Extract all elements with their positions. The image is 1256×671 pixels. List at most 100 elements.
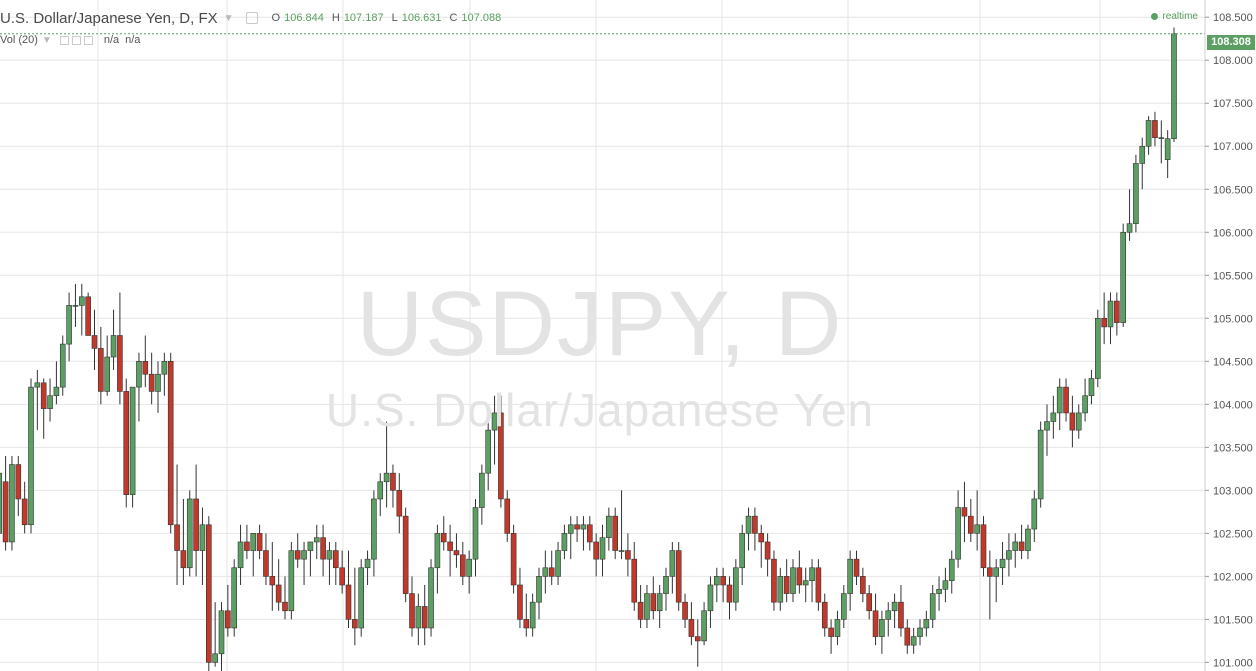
- candle-body: [282, 601, 288, 612]
- candle-body: [79, 296, 85, 306]
- candle: [625, 533, 631, 577]
- candle: [542, 550, 549, 594]
- candle: [885, 602, 892, 637]
- candle: [34, 369, 41, 431]
- candle: [936, 576, 942, 611]
- candle-body: [428, 567, 434, 629]
- chevron-down-icon[interactable]: ▼: [223, 12, 234, 24]
- candle-body: [1095, 317, 1101, 379]
- candle: [809, 559, 815, 603]
- candle-body: [383, 472, 390, 483]
- candle-body: [1158, 137, 1165, 139]
- candle-body: [783, 576, 790, 594]
- volume-label[interactable]: Vol (20): [0, 34, 38, 46]
- candle-body: [402, 515, 409, 594]
- candle: [364, 550, 371, 585]
- gear-icon[interactable]: [71, 35, 81, 45]
- candle: [993, 559, 1000, 603]
- candle-body: [663, 576, 669, 594]
- candle-body: [339, 567, 345, 586]
- candle-body: [1120, 231, 1126, 323]
- candle-body: [1133, 163, 1139, 224]
- price-axis[interactable]: 108.500 108.000 107.500 107.000 106.500 106.0…: [1204, 0, 1253, 671]
- candle: [561, 524, 568, 560]
- candle: [453, 533, 460, 568]
- candle: [307, 541, 314, 577]
- candle: [694, 619, 701, 667]
- candle: [1025, 524, 1031, 560]
- candle: [726, 576, 733, 620]
- candle: [701, 602, 707, 646]
- candle-body: [739, 533, 746, 569]
- candle-body: [123, 391, 130, 495]
- candle-body: [28, 386, 34, 526]
- candle: [390, 464, 396, 508]
- candle: [1114, 292, 1120, 336]
- candle: [1145, 116, 1152, 155]
- candle-body: [923, 619, 930, 629]
- candle: [517, 567, 523, 628]
- candle-body: [898, 601, 904, 629]
- candle-body: [802, 580, 809, 586]
- candle-body: [377, 481, 384, 500]
- candle-body: [110, 335, 117, 358]
- realtime-label: realtime: [1162, 11, 1198, 22]
- candle-body: [142, 361, 149, 375]
- candle-body: [225, 610, 231, 629]
- candle-body: [669, 550, 676, 577]
- candle: [320, 524, 326, 577]
- candle-body: [733, 567, 739, 603]
- close-label: C: [449, 12, 458, 24]
- candle: [739, 524, 746, 585]
- candle-body: [104, 356, 110, 392]
- candle: [491, 395, 498, 465]
- candle-body: [66, 305, 72, 345]
- candle-body: [409, 593, 415, 629]
- candle-body: [472, 507, 479, 560]
- chevron-down-icon[interactable]: ▼: [41, 34, 52, 46]
- candle: [472, 498, 479, 577]
- candle-body: [21, 498, 28, 526]
- candle-body: [834, 619, 841, 637]
- price-tick-label: 102.000: [1213, 571, 1253, 583]
- candle-body: [885, 610, 892, 620]
- candle-body: [1145, 120, 1152, 147]
- candle-body: [523, 619, 530, 629]
- candle-body: [1037, 429, 1044, 500]
- candle: [898, 584, 904, 637]
- candle: [479, 464, 485, 525]
- candle: [682, 593, 688, 628]
- candle: [1139, 137, 1146, 190]
- candle: [447, 524, 453, 577]
- candle: [675, 541, 682, 611]
- symbol-title[interactable]: U.S. Dollar/Japanese Yen, D, FX: [0, 9, 218, 27]
- candle-body: [15, 464, 22, 500]
- candle: [396, 473, 403, 534]
- settings-icon[interactable]: [245, 12, 258, 24]
- candle: [275, 559, 282, 611]
- candle-body: [758, 533, 765, 543]
- candle-body: [244, 541, 250, 551]
- candle-body: [275, 584, 282, 603]
- candle: [282, 576, 288, 620]
- candle-body: [371, 498, 377, 560]
- candle-body: [9, 464, 15, 543]
- candle-body: [1139, 145, 1146, 164]
- candle: [834, 610, 841, 646]
- candle-body: [479, 472, 485, 508]
- candle-body: [193, 498, 199, 551]
- eye-icon[interactable]: [59, 35, 69, 45]
- candle-body: [269, 576, 276, 586]
- candle: [593, 533, 599, 577]
- chart-grid: [0, 0, 1205, 671]
- candle: [66, 292, 72, 362]
- price-tick-label: 106.000: [1213, 227, 1253, 239]
- candle-body: [0, 472, 3, 534]
- candle-body: [1164, 138, 1171, 160]
- candle-body: [161, 361, 168, 375]
- watermark-symbol: USDJPY, D: [356, 273, 844, 375]
- close-icon[interactable]: [83, 35, 93, 45]
- candle: [866, 584, 873, 620]
- candle: [1107, 292, 1114, 345]
